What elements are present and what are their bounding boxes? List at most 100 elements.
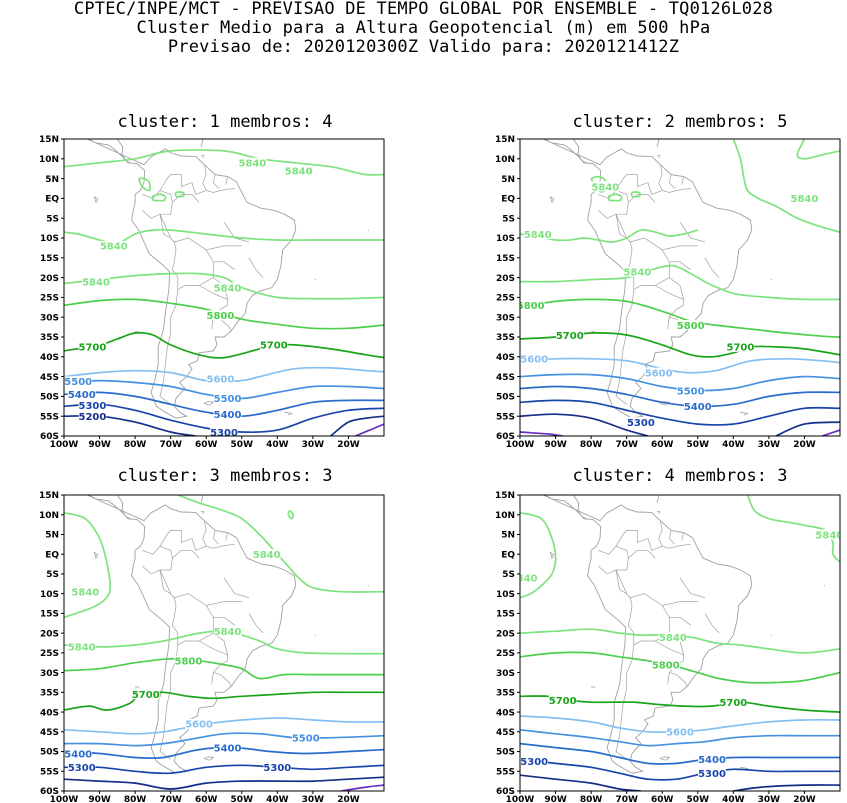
island-outline	[577, 112, 609, 119]
map-panel-cluster-1: cluster: 1 membros: 4 5840 5840 5840 5840 58…	[0, 112, 423, 447]
contour-label: 5400	[214, 743, 242, 754]
lon-tick-label: 50W	[231, 440, 254, 447]
lat-tick-label: 40S	[496, 353, 515, 363]
lat-tick-label: EQ	[45, 195, 59, 205]
lon-tick-label: 60W	[651, 440, 674, 447]
contour-label-bg	[591, 181, 620, 192]
contour-label-bg	[213, 282, 242, 293]
country-border	[159, 530, 207, 551]
country-border	[172, 593, 214, 646]
island-outline	[637, 481, 642, 483]
lat-tick-label: 35S	[496, 689, 515, 699]
contour-label: 5500	[214, 394, 242, 405]
contour-label: 5600	[666, 728, 694, 739]
lon-tick-label: 30W	[758, 440, 781, 447]
contour-label: 5840	[591, 182, 619, 193]
contour-line-5840	[630, 191, 641, 198]
contour-label-bg	[555, 330, 584, 341]
contour-line-5400	[520, 742, 840, 765]
country-border	[159, 569, 171, 595]
contour-label: 5300	[520, 757, 548, 768]
lat-tick-label: 45S	[40, 373, 59, 383]
contour-line-5700	[64, 691, 384, 711]
lat-tick-label: 15N	[495, 491, 515, 501]
island-outline	[823, 229, 826, 231]
contour-label: 5700	[727, 343, 755, 354]
country-border	[615, 214, 627, 239]
island-outline	[203, 756, 215, 761]
island-outline	[181, 481, 186, 483]
country-border	[668, 530, 675, 545]
country-border	[615, 644, 635, 760]
contour-line-5500	[520, 728, 840, 747]
contour-label-bg	[520, 300, 545, 311]
contour-label: 5400	[68, 390, 96, 401]
contour-label-bg	[185, 718, 213, 729]
contour-line-5300	[64, 764, 384, 775]
lat-tick-label: 10N	[495, 511, 515, 521]
lat-tick-label: 50S	[40, 748, 59, 758]
country-border	[213, 616, 235, 626]
contour-label-bg	[790, 193, 819, 204]
country-border	[628, 194, 656, 203]
island-outline	[121, 466, 153, 475]
lon-tick-label: 60W	[195, 440, 218, 447]
island-outline	[740, 411, 749, 416]
lat-tick-label: 60S	[496, 432, 515, 442]
island-outline	[656, 139, 660, 148]
country-border	[654, 277, 685, 300]
contour-label-bg	[67, 389, 96, 400]
lon-tick-label: 90W	[88, 795, 111, 803]
country-border	[679, 577, 705, 598]
lon-tick-label: 90W	[544, 795, 567, 803]
contour-label: 5600	[185, 720, 213, 731]
panel-title: cluster: 2 membros: 5	[572, 112, 788, 132]
lat-tick-label: 55S	[40, 412, 59, 422]
lat-tick-label: 10N	[39, 155, 59, 165]
contour-label: 5840	[623, 267, 651, 278]
contour-line-5200	[520, 774, 641, 791]
lat-tick-label: 40S	[40, 708, 59, 718]
contour-label-bg	[659, 632, 687, 643]
contour-label-bg	[64, 376, 93, 387]
contour-line-5200	[775, 421, 840, 436]
lon-tick-label: 70W	[159, 795, 182, 803]
island-outline	[549, 551, 555, 560]
contour-label-bg	[174, 655, 203, 666]
lat-tick-label: EQ	[501, 195, 515, 205]
contour-label: 5200	[79, 412, 107, 423]
country-border	[615, 289, 635, 405]
contour-label: 840	[517, 574, 538, 585]
country-border	[669, 261, 691, 270]
header-line-1: CPTEC/INPE/MCT - PREVISAO DE TEMPO GLOBA…	[73, 0, 774, 19]
contour-label-bg	[627, 417, 655, 428]
lat-tick-label: 45S	[496, 728, 515, 738]
contour-label-bg	[676, 385, 705, 396]
contour-label: 5300	[79, 401, 107, 412]
map-frame	[63, 494, 385, 792]
contour-line-5840	[64, 149, 384, 176]
country-border	[662, 245, 698, 251]
contour-line-5840	[64, 511, 112, 619]
contour-label: 5840	[239, 159, 267, 170]
country-border	[206, 245, 242, 251]
country-border	[681, 532, 684, 541]
contour-label-bg	[651, 659, 680, 670]
contour-label: 5400	[214, 410, 242, 421]
contour-label-bg	[67, 762, 96, 773]
contour-label-bg	[78, 411, 107, 422]
contour-label: 5400	[698, 755, 726, 766]
island-outline	[637, 125, 642, 127]
lon-tick-label: 40W	[722, 440, 745, 447]
country-border	[658, 164, 691, 193]
lat-tick-label: 15S	[496, 610, 515, 620]
contour-label: 5400	[684, 402, 712, 413]
country-border	[202, 520, 235, 549]
coastline-south-america	[542, 495, 753, 774]
country-border	[211, 654, 228, 685]
island-outline	[93, 196, 99, 204]
lat-tick-label: 10N	[495, 155, 515, 165]
contour-line-5300	[520, 758, 840, 781]
country-border	[198, 632, 229, 656]
lon-tick-label: 20W	[337, 795, 360, 803]
